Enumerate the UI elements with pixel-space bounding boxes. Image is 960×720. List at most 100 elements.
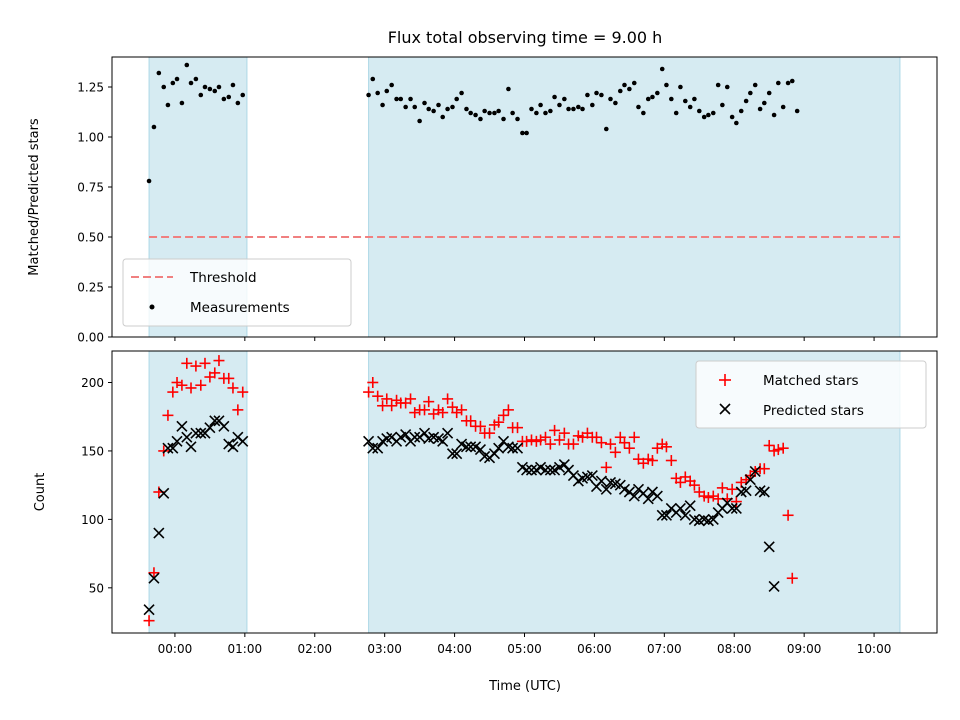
matched-star-point <box>158 445 170 457</box>
predicted-star-point <box>707 513 719 525</box>
legend-measurement-dot-icon <box>149 304 155 310</box>
matched-star-point <box>372 390 384 402</box>
legend-predicted-label: Predicted stars <box>763 403 864 419</box>
measurement-point <box>156 70 162 76</box>
measurement-point <box>538 102 543 108</box>
predicted-star-point <box>176 420 188 432</box>
matched-star-point <box>758 463 770 475</box>
measurement-point <box>785 80 791 86</box>
measurement-point <box>207 86 213 92</box>
measurement-point <box>752 82 758 88</box>
measurement-point <box>622 82 627 88</box>
matched-star-point <box>185 382 197 394</box>
measurement-point <box>585 92 590 98</box>
y-tick-label: 50 <box>89 581 104 595</box>
measurement-point <box>650 94 655 100</box>
y-tick-label: 0.75 <box>77 181 104 195</box>
matched-star-point <box>782 509 794 521</box>
matched-star-point <box>763 439 775 451</box>
measurement-point <box>216 84 222 90</box>
measurement-point <box>492 110 497 116</box>
ratio-y-axis-label: Matched/Predicted stars <box>27 118 42 276</box>
measurement-point <box>459 90 464 96</box>
predicted-star-point <box>437 435 449 447</box>
measurement-point <box>590 102 595 108</box>
predicted-star-point <box>162 442 174 454</box>
measurement-point <box>617 88 623 94</box>
matched-star-point <box>437 407 449 419</box>
matched-star-point <box>386 400 398 412</box>
measurement-point <box>394 96 399 102</box>
matched-star-point <box>423 396 435 408</box>
measurement-point <box>436 102 441 108</box>
matched-star-point <box>544 438 556 450</box>
measurement-point <box>422 100 427 106</box>
predicted-star-point <box>143 604 155 616</box>
matched-star-point <box>600 461 612 473</box>
predicted-star-point <box>190 427 202 439</box>
predicted-star-point <box>684 500 696 512</box>
x-tick-label: 02:00 <box>297 642 332 656</box>
predicted-star-point <box>544 464 556 476</box>
measurement-point <box>170 80 176 86</box>
matched-star-point <box>237 386 249 398</box>
measurement-point <box>729 114 735 120</box>
measurement-point <box>696 108 702 114</box>
measurement-point <box>738 108 744 114</box>
measurement-point <box>604 126 609 132</box>
measurement-point <box>366 92 371 98</box>
matched-star-point <box>628 431 640 443</box>
y-tick-label: 1.00 <box>77 131 104 145</box>
matched-star-point <box>549 424 561 436</box>
measurement-point <box>775 80 781 86</box>
measurement-point <box>375 90 380 96</box>
measurement-point <box>715 82 721 88</box>
measurement-point <box>524 130 529 136</box>
measurement-point <box>184 62 190 68</box>
legend-matched-label: Matched stars <box>763 373 859 389</box>
x-tick-label: 04:00 <box>437 642 472 656</box>
predicted-star-point <box>525 464 538 476</box>
measurement-point <box>548 108 553 114</box>
matched-star-point <box>688 479 700 491</box>
measurement-point <box>370 76 376 82</box>
legend-predicted-x-icon <box>719 403 731 415</box>
measurement-point <box>701 114 707 120</box>
measurement-point <box>487 110 492 116</box>
measurement-point <box>496 108 501 114</box>
measurement-point <box>146 178 152 184</box>
measurement-point <box>506 86 511 92</box>
predicted-star-point <box>460 441 473 453</box>
measurement-point <box>543 110 548 116</box>
predicted-star-point <box>660 509 672 521</box>
matched-star-point <box>665 455 677 467</box>
x-tick-label: 06:00 <box>577 642 612 656</box>
legend-matched-plus-icon <box>719 374 731 386</box>
matched-star-point <box>171 376 183 388</box>
matched-star-point <box>227 382 239 394</box>
measurement-point <box>468 110 473 116</box>
predicted-star-point <box>744 474 756 486</box>
measurement-point <box>655 90 660 96</box>
predicted-star-point <box>372 442 384 454</box>
matched-star-point <box>409 407 421 419</box>
predicted-star-point <box>586 470 598 482</box>
measurement-point <box>710 110 716 116</box>
measurement-point <box>771 112 777 118</box>
measurement-point <box>757 106 763 112</box>
measurement-point <box>659 66 665 72</box>
predicted-star-point <box>167 442 179 454</box>
measurement-point <box>212 88 218 94</box>
predicted-star-point <box>642 493 654 505</box>
matched-star-point <box>595 437 607 449</box>
predicted-star-point <box>763 541 775 553</box>
predicted-star-point <box>451 448 463 460</box>
predicted-star-point <box>651 490 663 502</box>
measurement-point <box>645 96 651 102</box>
measurement-point <box>450 104 455 110</box>
measurement-point <box>562 96 567 102</box>
matched-star-point <box>623 442 635 454</box>
y-tick-label: 150 <box>81 444 104 458</box>
measurement-point <box>720 102 725 108</box>
matched-star-point <box>419 404 431 416</box>
